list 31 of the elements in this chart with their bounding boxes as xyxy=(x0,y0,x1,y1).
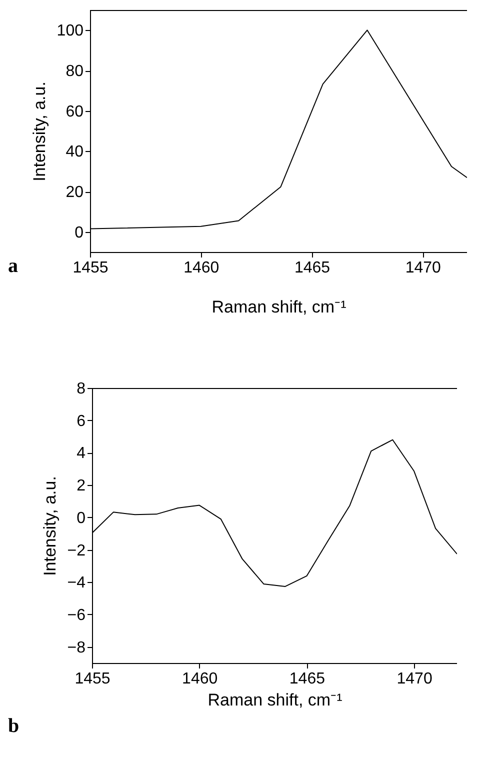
y-tick-label: 20 xyxy=(66,184,84,201)
y-tick-label: −8 xyxy=(67,639,86,656)
text: b xyxy=(8,715,20,738)
y-axis-title: Intensity, a.u. xyxy=(40,476,60,576)
x-tick-label: 1470 xyxy=(396,670,432,688)
y-tick-label: −6 xyxy=(67,606,86,624)
line-series xyxy=(92,439,457,587)
x-tick-label: 1460 xyxy=(184,260,220,276)
y-tick-label: −2 xyxy=(67,542,86,560)
x-tick-label: 1455 xyxy=(72,260,108,276)
y-tick-label: 100 xyxy=(56,22,84,40)
x-tick-label: 1465 xyxy=(294,260,330,276)
x-tick-label: 1470 xyxy=(405,260,442,276)
y-tick-label: 4 xyxy=(76,445,86,462)
x-tick-label: 1455 xyxy=(74,670,110,688)
y-tick-label: 40 xyxy=(66,144,84,161)
x-tick-label: 1465 xyxy=(289,670,326,688)
y-axis-title: Intensity, a.u. xyxy=(30,82,49,182)
y-tick-label: 0 xyxy=(74,224,84,242)
text: a xyxy=(8,255,18,278)
x-axis-title: Raman shift, cm⁻¹ xyxy=(212,298,347,316)
y-tick-label: 6 xyxy=(76,412,86,430)
y-tick-label: 8 xyxy=(76,380,86,398)
y-tick-label: 0 xyxy=(76,510,86,527)
y-tick-label: 2 xyxy=(76,478,86,495)
y-tick-label: −4 xyxy=(67,574,86,592)
y-tick-label: 60 xyxy=(66,103,84,120)
x-tick-label: 1460 xyxy=(182,670,218,688)
y-tick-label: 80 xyxy=(66,63,84,80)
line-series xyxy=(90,30,467,230)
x-axis-title: Raman shift, cm⁻¹ xyxy=(208,690,343,710)
